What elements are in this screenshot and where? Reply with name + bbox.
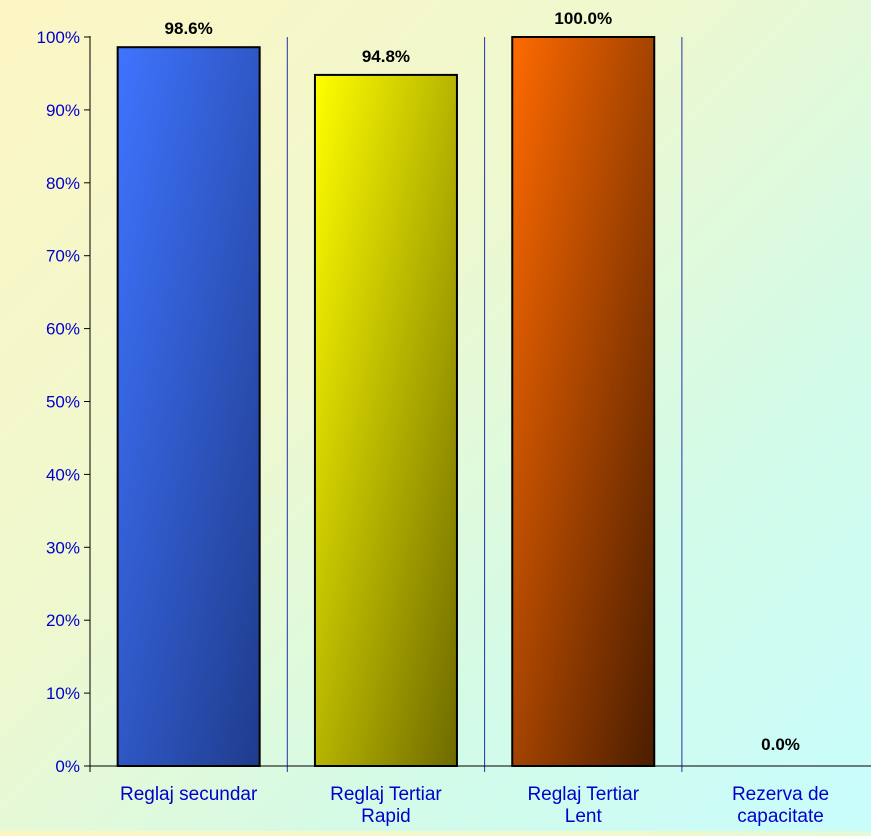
axes <box>84 36 871 772</box>
y-tick-label: 20% <box>46 611 80 630</box>
y-tick-label: 100% <box>37 28 80 47</box>
y-tick-label: 60% <box>46 320 80 339</box>
bar-value-label: 100.0% <box>554 9 612 28</box>
category-separators <box>286 37 683 772</box>
y-tick-label: 50% <box>46 393 80 412</box>
y-tick-label: 40% <box>46 465 80 484</box>
bar-value-labels: 98.6% 94.8% 100.0% 0.0% <box>165 9 800 754</box>
bar-value-label: 98.6% <box>165 19 213 38</box>
bar-3 <box>511 36 656 767</box>
bar-2 <box>313 73 458 767</box>
bar-value-label: 94.8% <box>362 47 410 66</box>
bar-value-label: 0.0% <box>761 735 800 754</box>
y-tick-label: 80% <box>46 174 80 193</box>
y-axis-tick-labels: 0% 10% 20% 30% 40% 50% 60% 70% 80% 90% 100% <box>37 28 80 776</box>
y-tick-label: 30% <box>46 538 80 557</box>
bar-1 <box>116 46 261 768</box>
x-axis-category-labels: Reglaj secundar Reglaj Tertiar Rapid Reglaj… <box>120 784 829 827</box>
y-tick-label: 10% <box>46 684 80 703</box>
y-tick-label: 70% <box>46 247 80 266</box>
y-tick-label: 0% <box>55 757 80 776</box>
y-tick-label: 90% <box>46 101 80 120</box>
x-category-label: Reglaj Tertiar Lent <box>527 784 639 827</box>
x-category-label: Reglaj Tertiar Rapid <box>330 784 442 827</box>
bars <box>116 36 656 768</box>
x-category-label: Reglaj secundar <box>120 784 258 805</box>
x-category-label: Rezerva de capacitate <box>732 784 829 827</box>
